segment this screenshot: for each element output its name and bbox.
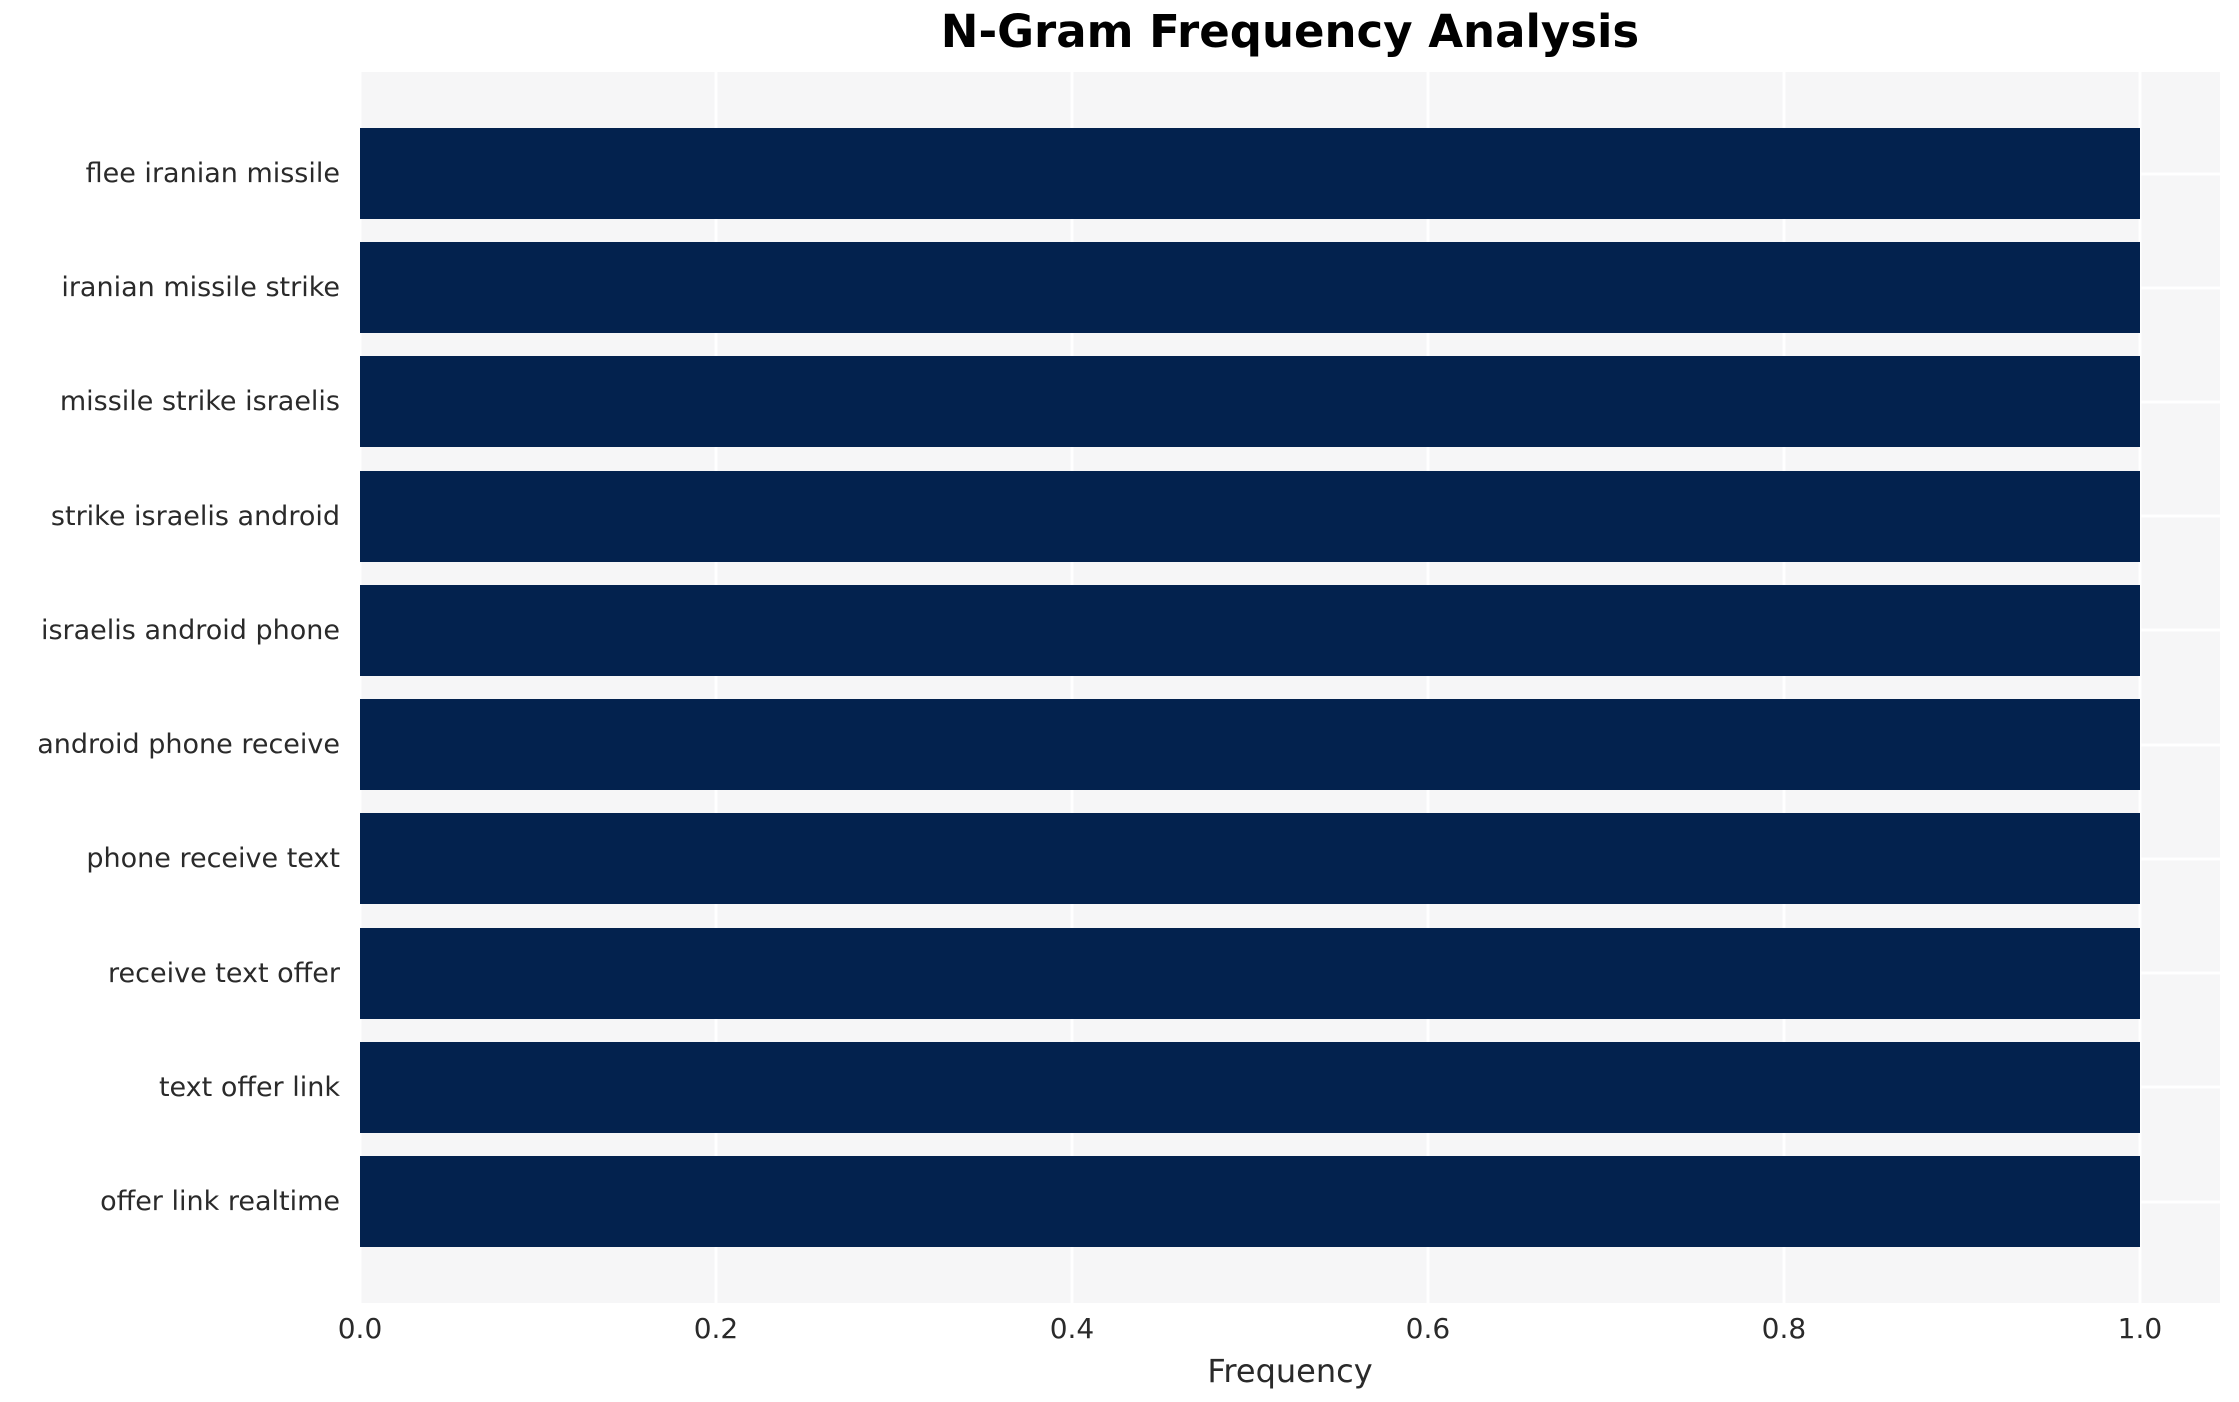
plot-area (358, 72, 2220, 1303)
bar (360, 356, 2140, 448)
x-gridline (714, 72, 718, 1303)
y-tick-label: offer link realtime (100, 1186, 340, 1217)
bar (360, 242, 2140, 334)
bar (360, 1041, 2140, 1133)
x-tick-label: 0.8 (1761, 1312, 1807, 1345)
bar (360, 128, 2140, 219)
y-tick-label: receive text offer (108, 957, 340, 989)
x-gridline (1426, 72, 1430, 1303)
y-axis-labels: flee iranian missile iranian missile stri… (0, 72, 340, 1303)
x-gridline (358, 72, 362, 1303)
y-tick-label: iranian missile strike (61, 272, 340, 304)
x-tick-label: 0.2 (693, 1312, 739, 1345)
bar (360, 1156, 2140, 1247)
y-tick-label: flee iranian missile (85, 158, 340, 189)
bar (360, 584, 2140, 676)
x-axis-ticks: 0.0 0.2 0.4 0.6 0.8 1.0 (338, 1312, 2220, 1352)
chart-title: N-Gram Frequency Analysis (940, 5, 1640, 58)
y-tick-label: missile strike israelis (59, 386, 340, 418)
x-tick-label: 1.0 (2117, 1312, 2163, 1345)
x-gridline (1782, 72, 1786, 1303)
x-gridline (1070, 72, 1074, 1303)
bar (360, 699, 2140, 791)
bar (360, 927, 2140, 1019)
y-tick-label: strike israelis android (50, 500, 340, 532)
bar (360, 813, 2140, 905)
x-axis-label: Frequency (1207, 1352, 1373, 1390)
x-tick-label: 0.4 (1049, 1312, 1095, 1345)
bar (360, 470, 2140, 562)
x-gridline (2138, 72, 2142, 1303)
y-tick-label: israelis android phone (40, 614, 340, 646)
x-tick-label: 0.6 (1405, 1312, 1451, 1345)
x-tick-label: 0.0 (337, 1312, 383, 1345)
y-tick-label: text offer link (158, 1071, 340, 1103)
y-tick-label: phone receive text (86, 843, 340, 875)
y-tick-label: android phone receive (37, 729, 340, 761)
